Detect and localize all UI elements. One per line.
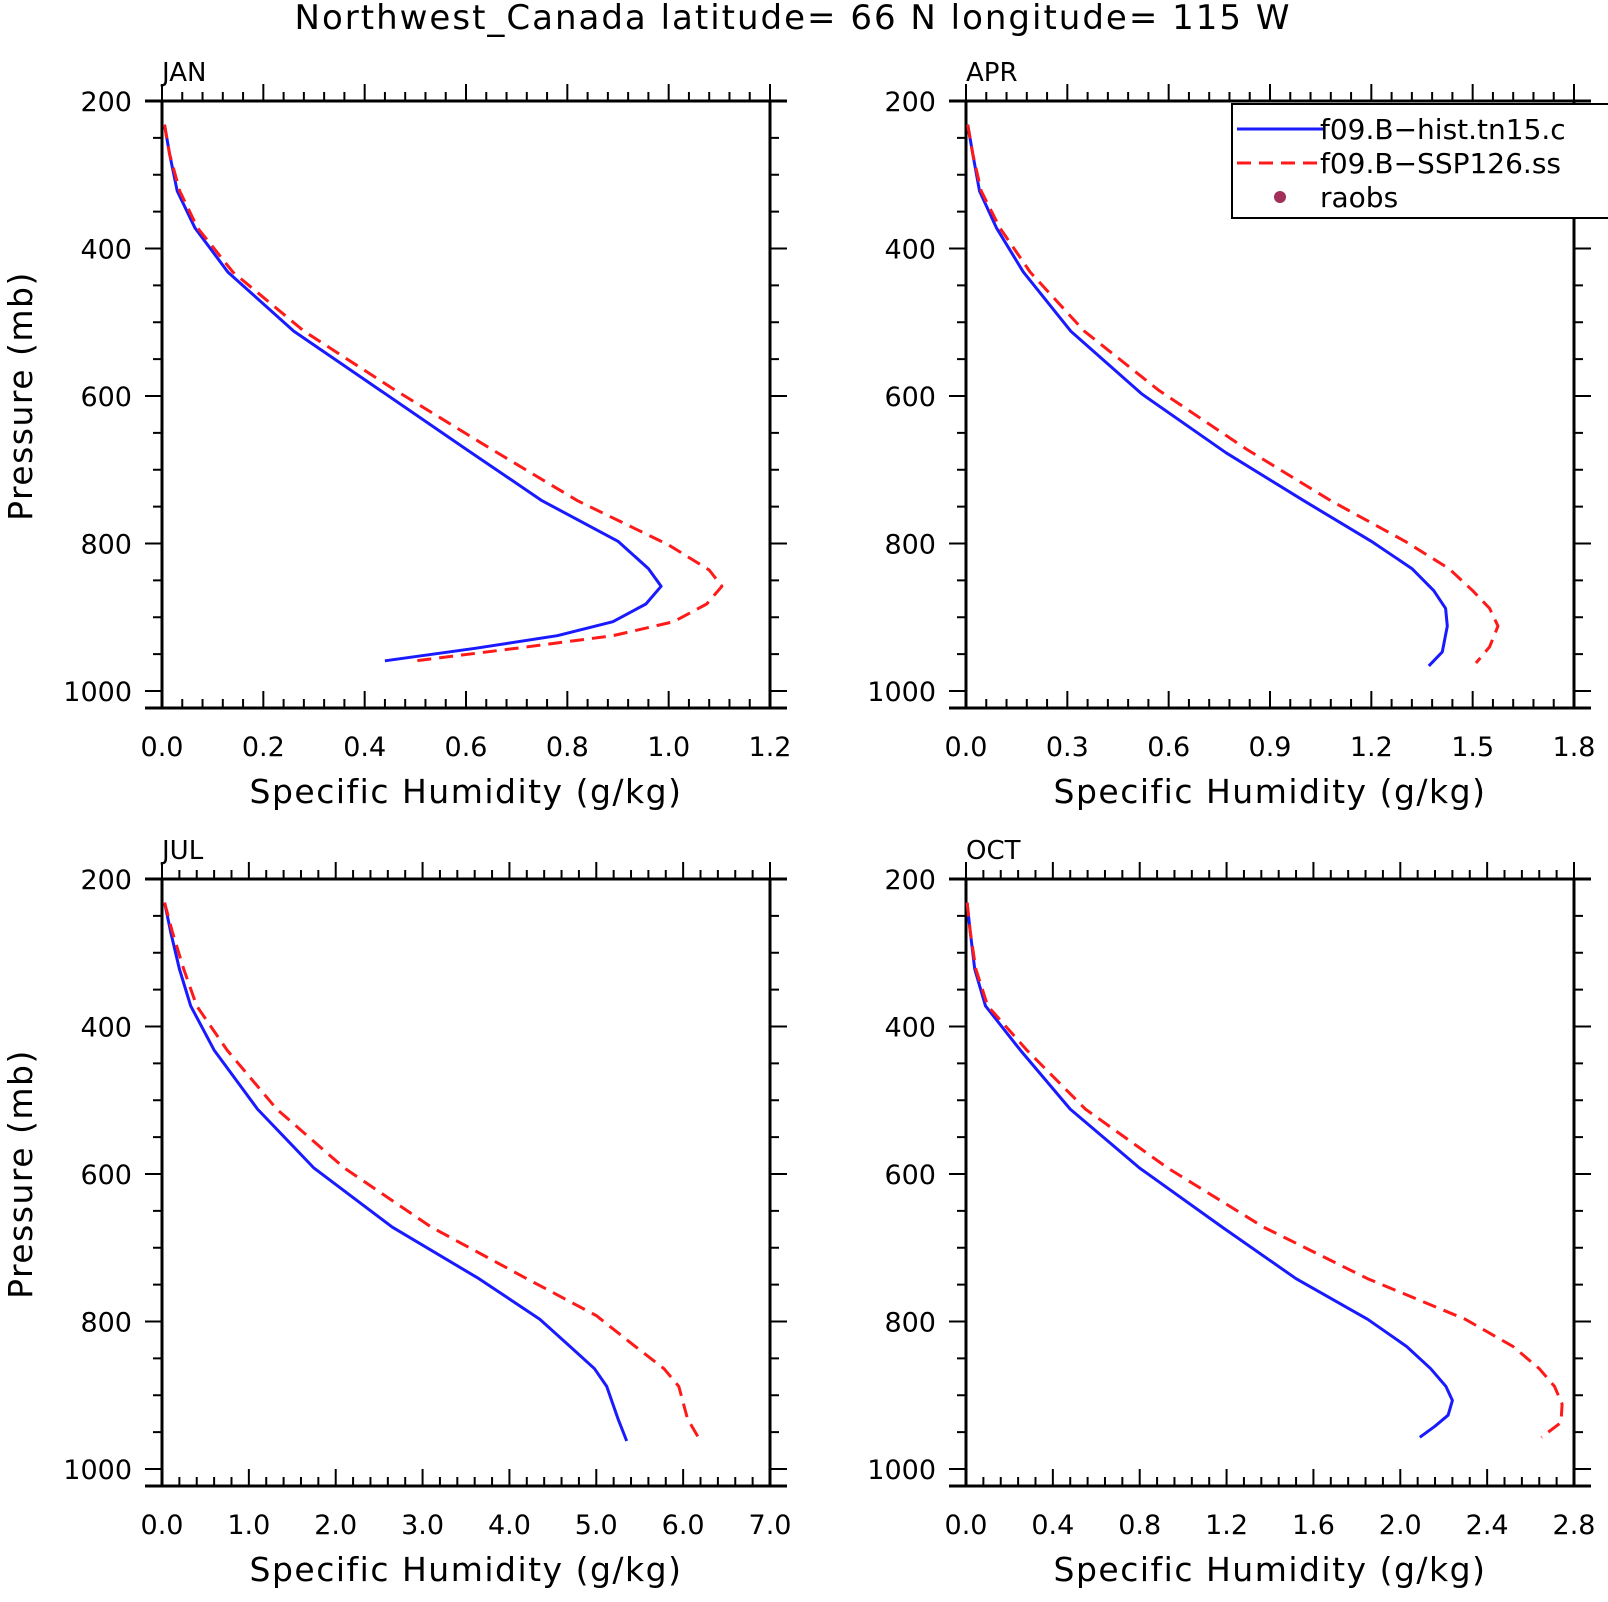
x-tick-label: 0.2 <box>242 732 285 763</box>
y-tick-label: 600 <box>80 1160 132 1191</box>
y-tick-label: 800 <box>80 1308 132 1339</box>
series-line-ssp126 <box>163 902 702 1442</box>
x-axis-title: Specific Humidity (g/kg) <box>250 1550 683 1589</box>
series-line-hist <box>965 902 1454 1439</box>
y-tick-label: 400 <box>80 235 132 266</box>
x-tick-label: 0.6 <box>1147 732 1190 763</box>
x-tick-label: 2.4 <box>1466 1510 1509 1541</box>
y-tick-label: 800 <box>884 530 936 561</box>
x-tick-label: 1.2 <box>1350 732 1393 763</box>
series-line-ssp126 <box>163 124 724 663</box>
x-tick-label: 0.9 <box>1249 732 1292 763</box>
x-tick-label: 0.0 <box>141 1510 184 1541</box>
y-tick-label: 1000 <box>867 677 936 708</box>
x-tick-label: 4.0 <box>488 1510 531 1541</box>
panel-oct: 200 400 600 800 1000 0.0 0.4 0.8 1.2 1.6 2.0 2.4 2.8… <box>867 836 1595 1589</box>
x-tick-label: 6.0 <box>662 1510 705 1541</box>
legend-label: raobs <box>1320 181 1398 214</box>
x-axis-title: Specific Humidity (g/kg) <box>1054 772 1487 811</box>
panel-jul: 200 400 600 800 1000 0.0 1.0 2.0 3.0 4.0 5.0 6.0 7.0… <box>1 836 791 1589</box>
y-tick-label: 800 <box>884 1308 936 1339</box>
y-tick-label: 600 <box>884 382 936 413</box>
x-tick-label: 2.8 <box>1553 1510 1596 1541</box>
x-tick-label: 0.8 <box>546 732 589 763</box>
panel-apr: 200 400 600 800 1000 0.0 0.3 0.6 0.9 1.2 1.5 1.8 APR… <box>867 58 1595 811</box>
x-tick-label: 0.6 <box>445 732 488 763</box>
panels: 200 400 600 800 1000 0.0 0.2 0.4 0.6 0.8 1.0 1.2 JAN… <box>1 58 1595 1589</box>
series-line-hist <box>163 902 629 1442</box>
series-line-hist <box>163 124 663 663</box>
y-tick-label: 400 <box>80 1013 132 1044</box>
x-tick-label: 0.0 <box>945 732 988 763</box>
y-tick-label: 200 <box>80 87 132 118</box>
y-axis-title: Pressure (mb) <box>1 271 40 521</box>
x-tick-label: 2.0 <box>1379 1510 1422 1541</box>
panel-label: JUL <box>160 836 204 866</box>
series-line-ssp126 <box>965 902 1564 1439</box>
panel-label: JAN <box>160 58 206 88</box>
y-tick-label: 200 <box>884 865 936 896</box>
x-tick-label: 1.6 <box>1292 1510 1335 1541</box>
y-tick-label: 200 <box>80 865 132 896</box>
x-tick-label: 7.0 <box>749 1510 792 1541</box>
x-axis-title: Specific Humidity (g/kg) <box>250 772 683 811</box>
legend-label: f09.B−hist.tn15.c <box>1320 113 1566 146</box>
x-tick-label: 1.0 <box>227 1510 270 1541</box>
x-tick-label: 5.0 <box>575 1510 618 1541</box>
panel-jan: 200 400 600 800 1000 0.0 0.2 0.4 0.6 0.8 1.0 1.2 JAN… <box>1 58 791 811</box>
x-tick-label: 1.0 <box>647 732 690 763</box>
x-tick-label: 0.8 <box>1118 1510 1161 1541</box>
y-tick-label: 200 <box>884 87 936 118</box>
x-tick-label: 1.2 <box>1205 1510 1248 1541</box>
series-line-hist <box>966 124 1449 667</box>
series-line-ssp126 <box>966 124 1500 664</box>
x-tick-label: 0.4 <box>1031 1510 1074 1541</box>
legend-box <box>1231 103 1608 219</box>
x-tick-label: 2.0 <box>314 1510 357 1541</box>
y-tick-label: 800 <box>80 530 132 561</box>
x-tick-label: 0.4 <box>343 732 386 763</box>
figure-title: Northwest_Canada latitude= 66 N longitud… <box>295 0 1292 38</box>
x-tick-label: 1.5 <box>1451 732 1494 763</box>
legend-swatch-marker <box>1274 191 1286 203</box>
y-tick-label: 1000 <box>63 677 132 708</box>
legend-label: f09.B−SSP126.ss <box>1320 147 1561 180</box>
y-tick-label: 400 <box>884 1013 936 1044</box>
y-tick-label: 600 <box>884 1160 936 1191</box>
x-tick-label: 1.2 <box>749 732 792 763</box>
y-tick-label: 1000 <box>867 1455 936 1486</box>
y-tick-label: 400 <box>884 235 936 266</box>
x-tick-label: 0.0 <box>141 732 184 763</box>
x-tick-label: 3.0 <box>401 1510 444 1541</box>
y-tick-label: 600 <box>80 382 132 413</box>
x-tick-label: 0.3 <box>1046 732 1089 763</box>
panel-label: APR <box>966 58 1018 88</box>
y-tick-label: 1000 <box>63 1455 132 1486</box>
x-tick-label: 1.8 <box>1553 732 1596 763</box>
x-axis-title: Specific Humidity (g/kg) <box>1054 1550 1487 1589</box>
y-axis-title: Pressure (mb) <box>1 1049 40 1299</box>
x-tick-label: 0.0 <box>945 1510 988 1541</box>
panel-label: OCT <box>966 836 1021 866</box>
